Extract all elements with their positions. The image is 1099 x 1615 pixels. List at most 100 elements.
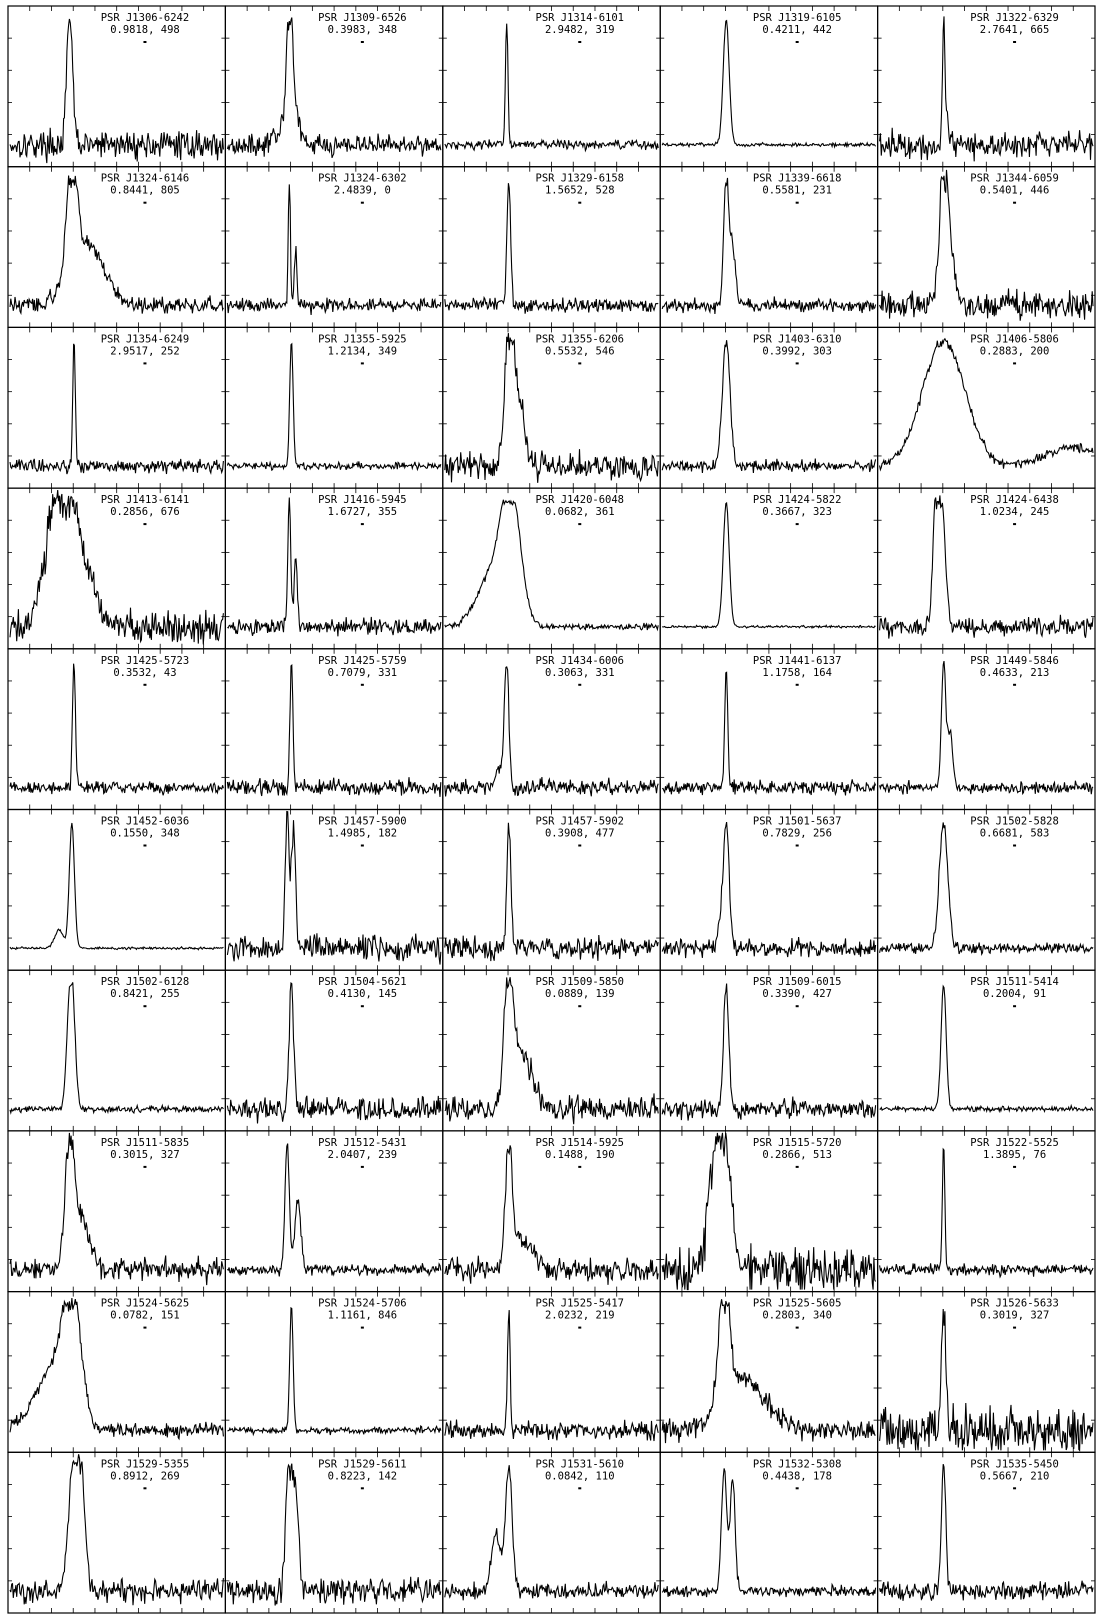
pulsar-name: PSR J1413-6141 [101, 494, 190, 506]
pulsar-params: 2.0407, 239 [328, 1149, 398, 1161]
pulsar-name: PSR J1531-5610 [536, 1458, 625, 1470]
pulse-profile-line [879, 495, 1094, 639]
pulse-profile-line [9, 18, 224, 164]
pulsar-name: PSR J1324-6146 [101, 173, 190, 185]
pulse-profile-line [226, 184, 442, 315]
pulsar-name: PSR J1525-5605 [753, 1298, 842, 1310]
pulse-profile-line [661, 1299, 876, 1444]
pulsar-name: PSR J1502-5828 [970, 816, 1059, 828]
pulse-profile-line [661, 983, 877, 1121]
pulse-profile-line [227, 1306, 442, 1437]
pulsar-params: 0.3532, 43 [113, 667, 176, 679]
pulsar-params: 1.5652, 528 [545, 185, 615, 197]
pulse-profile-line [879, 1147, 1094, 1279]
pulse-profile-line [9, 982, 224, 1115]
pulse-profile-line [226, 17, 442, 158]
pulsar-params: 0.5532, 546 [545, 345, 615, 357]
pulsar-name: PSR J1324-6302 [318, 173, 407, 185]
pulsar-params: 0.2803, 340 [762, 1310, 832, 1322]
pulsar-params: 0.0842, 110 [545, 1470, 615, 1482]
pulsar-params: 1.1758, 164 [762, 667, 832, 679]
pulsar-name: PSR J1441-6137 [753, 655, 842, 667]
pulsar-params: 0.5581, 231 [762, 185, 832, 197]
pulse-profile-line [444, 666, 659, 797]
pulse-profile-line [9, 175, 224, 316]
pulsar-params: 0.1488, 190 [545, 1149, 615, 1161]
pulsar-name: PSR J1529-5611 [318, 1458, 407, 1470]
pulsar-name: PSR J1529-5355 [101, 1458, 190, 1470]
pulse-profile-line [879, 169, 1094, 321]
pulsar-params: 2.7641, 665 [980, 24, 1050, 36]
pulsar-params: 0.9818, 498 [110, 24, 180, 36]
pulsar-params: 0.4633, 213 [980, 667, 1050, 679]
pulse-profile-line [444, 822, 659, 962]
pulse-profile-line [444, 1310, 659, 1442]
pulsar-name: PSR J1425-5759 [318, 655, 407, 667]
pulsar-params: 0.4130, 145 [328, 988, 398, 1000]
pulsar-name: PSR J1526-5633 [970, 1298, 1059, 1310]
pulse-profile-line [879, 660, 1094, 796]
pulsar-params: 0.5401, 446 [980, 185, 1050, 197]
pulse-profile-line [879, 1308, 1094, 1452]
pulse-profile-line [879, 984, 1094, 1114]
pulsar-params: 0.6681, 583 [980, 828, 1050, 840]
pulsar-name: PSR J1322-6329 [970, 12, 1059, 24]
pulsar-name: PSR J1434-6006 [536, 655, 625, 667]
pulsar-params: 2.9517, 252 [110, 345, 180, 357]
pulse-profile-line [661, 1132, 877, 1291]
pulsar-params: 0.4438, 178 [762, 1470, 832, 1482]
pulsar-name: PSR J1329-6158 [536, 173, 625, 185]
pulsar-params: 0.3019, 327 [980, 1310, 1050, 1322]
pulsar-params: 0.8912, 269 [110, 1470, 180, 1482]
pulsar-params: 0.3983, 348 [328, 24, 398, 36]
pulsar-params: 0.3063, 331 [545, 667, 615, 679]
pulse-profile-line [661, 821, 877, 959]
pulsar-name: PSR J1532-5308 [753, 1458, 842, 1470]
pulse-profile-line [444, 333, 659, 483]
pulse-profile-line [9, 343, 224, 475]
pulsar-params: 1.4985, 182 [328, 828, 398, 840]
pulsar-params: 0.0682, 361 [545, 506, 615, 518]
pulse-profile-line [226, 1143, 442, 1277]
pulse-profile-line [661, 1468, 877, 1598]
pulsar-params: 0.7829, 256 [762, 828, 832, 840]
pulse-profile-line [662, 671, 877, 797]
pulse-profile-line [662, 501, 876, 630]
pulsar-name: PSR J1525-5417 [536, 1298, 625, 1310]
pulse-profile-line [226, 1463, 442, 1606]
pulsar-params: 1.3895, 76 [983, 1149, 1046, 1161]
pulsar-name: PSR J1449-5846 [970, 655, 1059, 667]
pulse-profile-line [226, 664, 442, 797]
pulsar-name: PSR J1504-5621 [318, 976, 407, 988]
pulsar-params: 1.6727, 355 [328, 506, 398, 518]
pulsar-params: 0.3015, 327 [110, 1149, 180, 1161]
pulse-profile-line [444, 977, 659, 1125]
pulsar-name: PSR J1339-6618 [753, 173, 842, 185]
pulsar-name: PSR J1425-5723 [101, 655, 190, 667]
pulse-profile-line [444, 1465, 659, 1601]
pulsar-params: 2.0232, 219 [545, 1310, 615, 1322]
pulse-profile-line [661, 19, 877, 149]
